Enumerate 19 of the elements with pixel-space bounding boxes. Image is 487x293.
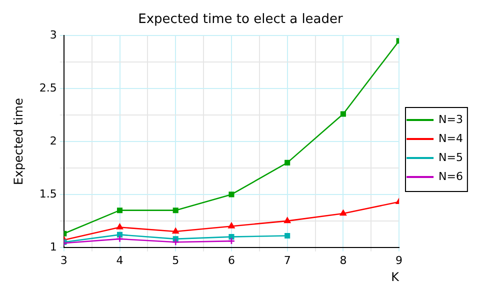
x-tick-label: 8	[340, 254, 347, 267]
y-axis-title: Expected time	[11, 98, 26, 185]
x-tick-label: 4	[116, 254, 124, 267]
y-tick-label: 1.5	[39, 187, 57, 200]
y-tick-label: 2.5	[39, 81, 57, 94]
legend-label: N=5	[438, 150, 464, 164]
x-tick-label: 3	[60, 254, 68, 267]
legend-label: N=6	[438, 170, 464, 183]
legend-label: N=4	[438, 132, 464, 145]
x-tick-label: 6	[228, 254, 235, 267]
y-tick-label: 3	[50, 28, 57, 42]
x-axis-title: K	[391, 270, 400, 284]
y-tick-label: 1	[50, 240, 57, 254]
x-tick-label: 9	[396, 254, 403, 267]
y-tick-label: 2	[50, 134, 57, 148]
x-tick-label: 5	[172, 254, 180, 267]
legend-label: N=3	[438, 112, 464, 126]
x-tick-label: 7	[284, 254, 291, 267]
chart-title: Expected time to elect a leader	[138, 12, 344, 28]
